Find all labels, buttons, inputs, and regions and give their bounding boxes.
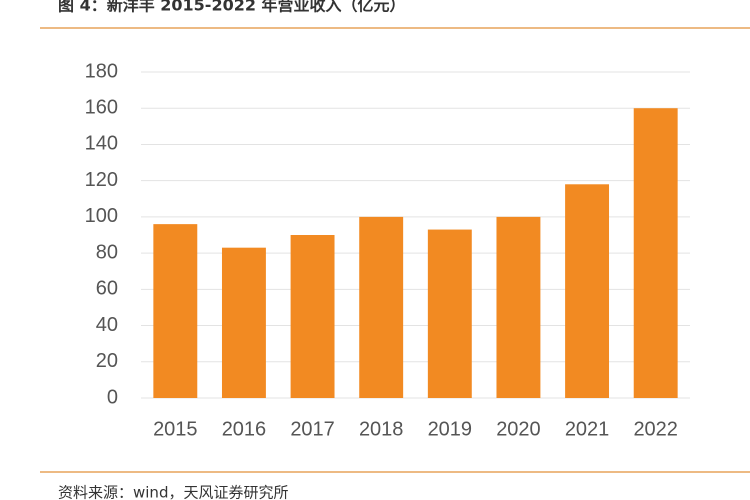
x-tick-label: 2021 <box>565 418 610 440</box>
bar <box>427 229 472 398</box>
y-tick-label: 140 <box>85 133 118 155</box>
x-tick-label: 2020 <box>496 418 541 440</box>
y-tick-label: 180 <box>85 60 118 82</box>
bar <box>496 216 541 398</box>
y-tick-label: 20 <box>96 350 118 372</box>
x-tick-label: 2017 <box>290 418 335 440</box>
bar <box>153 224 198 398</box>
x-tick-label: 2019 <box>428 418 473 440</box>
y-tick-label: 160 <box>85 97 118 119</box>
x-tick-label: 2015 <box>153 418 198 440</box>
bar <box>359 216 404 398</box>
y-tick-label: 80 <box>96 241 118 263</box>
chart-title: 图 4：新洋丰 2015-2022 年营业收入（亿元） <box>58 0 406 15</box>
y-tick-label: 120 <box>85 169 118 191</box>
bar <box>290 235 335 398</box>
y-tick-label: 60 <box>96 278 118 300</box>
x-tick-label: 2016 <box>222 418 267 440</box>
bar <box>221 247 266 398</box>
y-tick-label: 0 <box>107 386 118 408</box>
bar <box>565 184 610 398</box>
x-tick-label: 2022 <box>633 418 678 440</box>
bar <box>633 108 678 398</box>
x-tick-label: 2018 <box>359 418 404 440</box>
source-note: 资料来源：wind，天风证券研究所 <box>58 484 288 500</box>
y-tick-label: 100 <box>85 205 118 227</box>
y-tick-label: 40 <box>96 314 118 336</box>
